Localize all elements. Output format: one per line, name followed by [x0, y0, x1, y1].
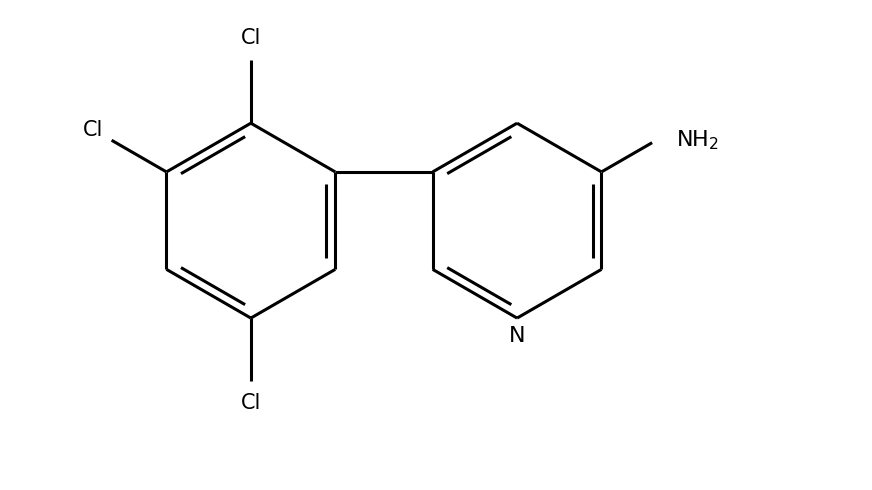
Text: N: N [509, 326, 525, 346]
Text: NH$_2$: NH$_2$ [676, 128, 719, 152]
Text: Cl: Cl [241, 393, 261, 413]
Text: Cl: Cl [83, 120, 103, 140]
Text: Cl: Cl [241, 28, 261, 49]
